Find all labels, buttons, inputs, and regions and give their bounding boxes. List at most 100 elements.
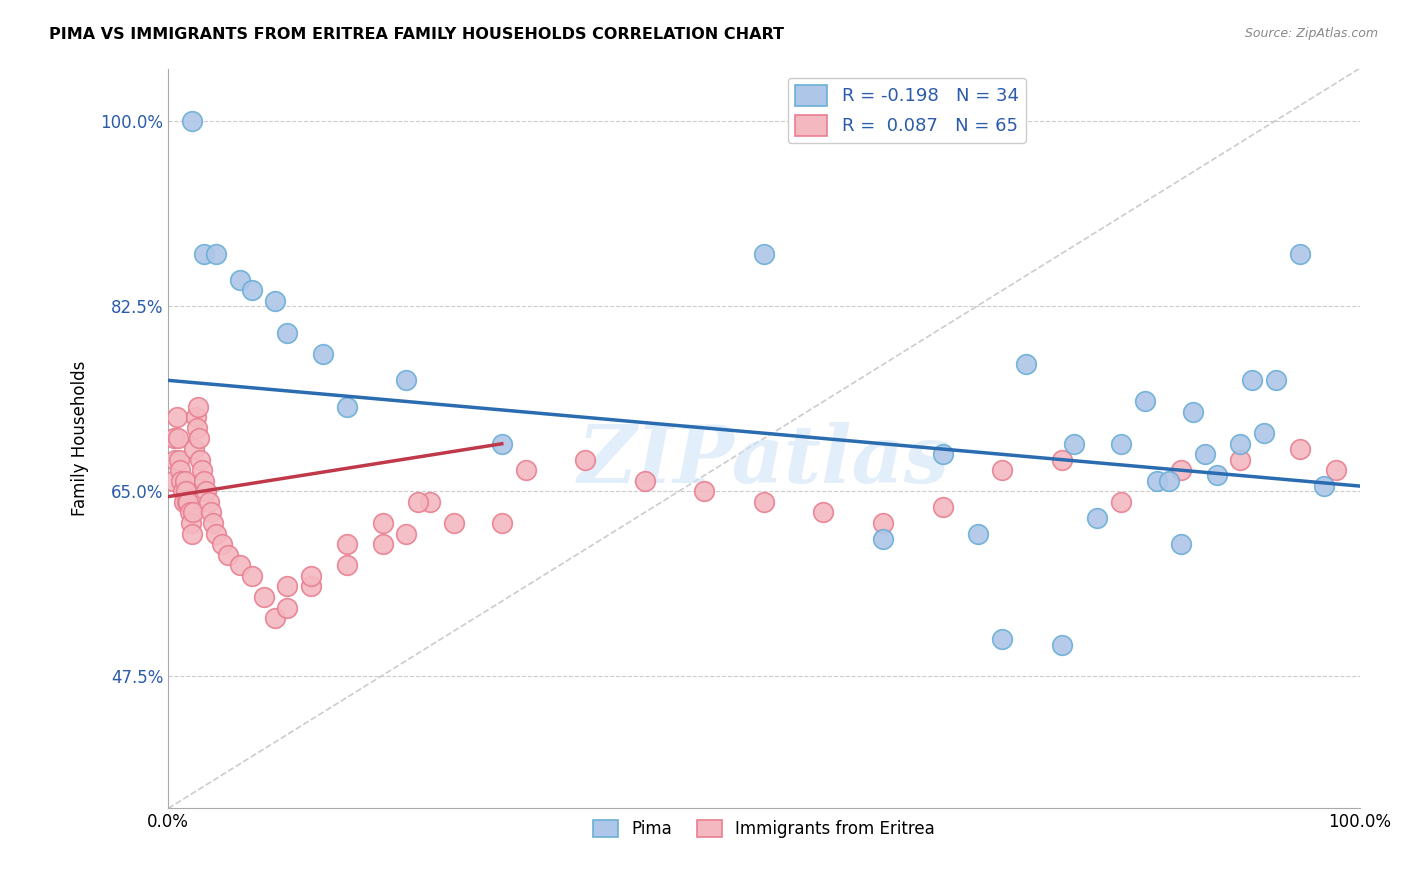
Point — [419, 495, 441, 509]
Legend: Pima, Immigrants from Eritrea: Pima, Immigrants from Eritrea — [586, 813, 942, 845]
Point — [252, 590, 274, 604]
Point — [166, 410, 188, 425]
Point — [395, 373, 418, 387]
Point — [1170, 537, 1192, 551]
Point — [752, 495, 775, 509]
Text: PIMA VS IMMIGRANTS FROM ERITREA FAMILY HOUSEHOLDS CORRELATION CHART: PIMA VS IMMIGRANTS FROM ERITREA FAMILY H… — [49, 27, 785, 42]
Point — [1170, 463, 1192, 477]
Point — [1194, 447, 1216, 461]
Point — [1205, 468, 1227, 483]
Point — [187, 400, 209, 414]
Point — [1133, 394, 1156, 409]
Point — [752, 246, 775, 260]
Point — [1050, 638, 1073, 652]
Point — [170, 474, 193, 488]
Point — [240, 569, 263, 583]
Point — [217, 548, 239, 562]
Point — [1289, 246, 1312, 260]
Point — [264, 611, 287, 625]
Point — [1050, 452, 1073, 467]
Point — [228, 273, 250, 287]
Point — [181, 526, 204, 541]
Point — [1229, 436, 1251, 450]
Point — [264, 294, 287, 309]
Point — [1181, 405, 1204, 419]
Point — [991, 463, 1014, 477]
Point — [184, 410, 207, 425]
Point — [1229, 452, 1251, 467]
Point — [276, 326, 298, 340]
Point — [872, 516, 894, 530]
Point — [408, 495, 430, 509]
Point — [1253, 426, 1275, 441]
Point — [173, 495, 195, 509]
Point — [162, 474, 184, 488]
Text: ZIPatlas: ZIPatlas — [578, 422, 950, 500]
Point — [1265, 373, 1288, 387]
Point — [190, 452, 212, 467]
Point — [299, 579, 322, 593]
Point — [371, 537, 394, 551]
Point — [200, 506, 222, 520]
Point — [1157, 474, 1180, 488]
Point — [1324, 463, 1347, 477]
Point — [336, 558, 359, 573]
Point — [443, 516, 465, 530]
Point — [515, 463, 537, 477]
Point — [813, 506, 835, 520]
Point — [931, 447, 953, 461]
Point — [177, 495, 200, 509]
Point — [169, 463, 191, 477]
Point — [1015, 358, 1038, 372]
Point — [276, 600, 298, 615]
Point — [312, 347, 335, 361]
Point — [336, 537, 359, 551]
Point — [491, 516, 513, 530]
Point — [276, 579, 298, 593]
Point — [179, 506, 201, 520]
Point — [1109, 495, 1132, 509]
Point — [188, 432, 211, 446]
Point — [1289, 442, 1312, 456]
Point — [181, 506, 204, 520]
Point — [163, 432, 186, 446]
Point — [1146, 474, 1168, 488]
Point — [1087, 510, 1109, 524]
Point — [211, 537, 233, 551]
Point — [193, 246, 215, 260]
Point — [190, 463, 212, 477]
Point — [174, 484, 197, 499]
Point — [165, 452, 187, 467]
Text: Source: ZipAtlas.com: Source: ZipAtlas.com — [1244, 27, 1378, 40]
Point — [176, 495, 198, 509]
Point — [183, 442, 205, 456]
Point — [872, 532, 894, 546]
Point — [180, 516, 202, 530]
Point — [202, 516, 225, 530]
Point — [1241, 373, 1264, 387]
Point — [991, 632, 1014, 647]
Point — [240, 284, 263, 298]
Point — [172, 484, 194, 499]
Point — [228, 558, 250, 573]
Point — [181, 114, 204, 128]
Y-axis label: Family Households: Family Households — [72, 360, 89, 516]
Point — [1109, 436, 1132, 450]
Point — [197, 495, 219, 509]
Point — [174, 474, 197, 488]
Point — [193, 474, 215, 488]
Point — [166, 432, 188, 446]
Point — [1063, 436, 1085, 450]
Point — [205, 246, 228, 260]
Point — [371, 516, 394, 530]
Point — [167, 452, 190, 467]
Point — [693, 484, 716, 499]
Point — [299, 569, 322, 583]
Point — [491, 436, 513, 450]
Point — [1313, 479, 1336, 493]
Point — [395, 526, 418, 541]
Point — [574, 452, 596, 467]
Point — [967, 526, 990, 541]
Point — [195, 484, 218, 499]
Point — [186, 421, 208, 435]
